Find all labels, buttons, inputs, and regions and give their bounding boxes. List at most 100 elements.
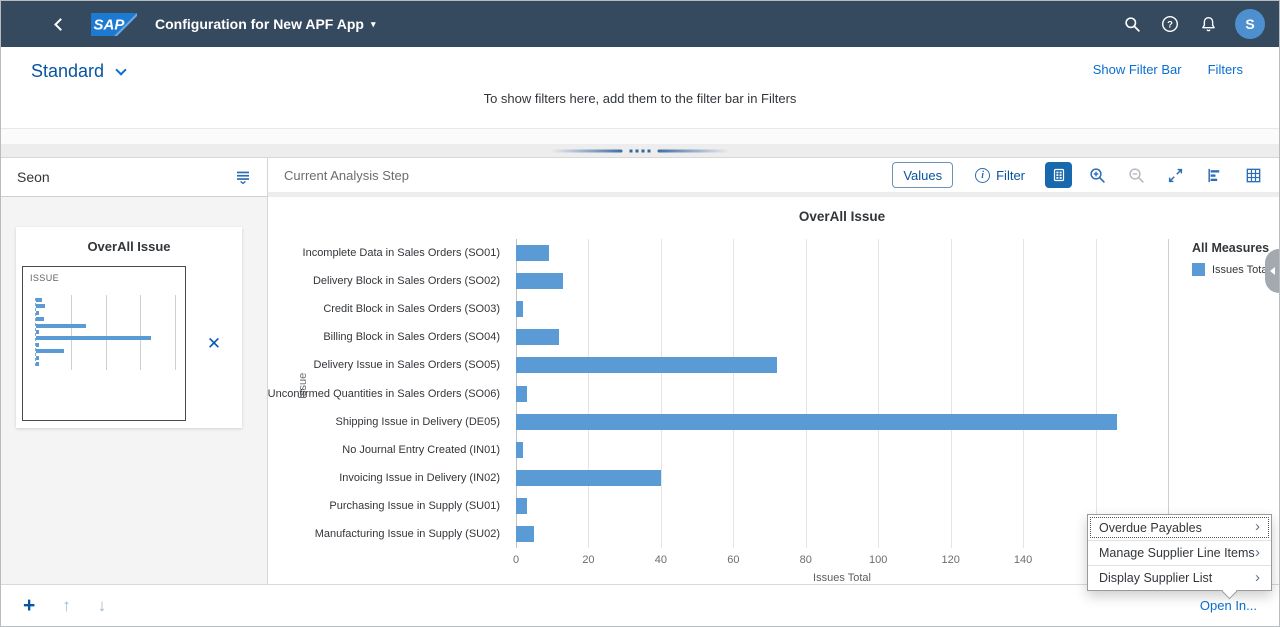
chevron-right-icon: › <box>1255 568 1260 586</box>
thumbnail-dimension-label: ISSUE <box>30 273 60 283</box>
values-button[interactable]: Values <box>892 162 954 188</box>
bar[interactable] <box>516 441 524 458</box>
search-button[interactable] <box>1115 7 1149 41</box>
plot-area <box>516 239 1169 548</box>
sap-logo[interactable]: SAP <box>91 12 137 36</box>
show-filter-bar-link[interactable]: Show Filter Bar <box>1092 62 1182 77</box>
analysis-toolbar-title: Current Analysis Step <box>284 167 410 183</box>
category-label: Incomplete Data in Sales Orders (SO01) <box>302 247 500 260</box>
bar[interactable] <box>516 301 524 318</box>
zoom-in-icon <box>1090 167 1105 183</box>
variant-bar: Standard Show Filter Bar Filters To show… <box>1 47 1279 129</box>
filter-info-button[interactable]: i Filter <box>975 167 1025 183</box>
bar[interactable] <box>516 245 549 262</box>
filter-hint-text: To show filters here, add them to the fi… <box>483 91 797 106</box>
x-axis-title: Issues Total <box>813 572 871 584</box>
fullscreen-icon <box>1168 168 1183 182</box>
chevron-down-icon: ▾ <box>370 18 376 29</box>
chevron-right-icon: › <box>1255 543 1260 561</box>
user-avatar[interactable]: S <box>1235 9 1265 39</box>
step-thumbnail[interactable]: ISSUE <box>22 266 186 421</box>
chevron-right-icon: › <box>1255 518 1260 535</box>
panel-expand-handle[interactable] <box>1265 249 1279 293</box>
legend-series-label: Issues Total <box>1212 263 1270 276</box>
zoom-out-button <box>1123 162 1150 188</box>
move-step-down-button[interactable]: ↓ <box>97 596 107 615</box>
zoom-in-button[interactable] <box>1084 162 1111 188</box>
move-step-up-button[interactable]: ↑ <box>62 596 71 615</box>
notifications-button[interactable] <box>1191 7 1225 41</box>
back-button[interactable] <box>43 7 77 41</box>
filters-link[interactable]: Filters <box>1207 62 1243 77</box>
filter-label: Filter <box>996 167 1025 183</box>
grip-dots-icon <box>629 149 651 152</box>
help-button[interactable]: ? <box>1153 7 1187 41</box>
path-title: Seon <box>17 169 50 185</box>
path-panel-header: Seon <box>1 158 267 197</box>
legend-title: All Measures <box>1192 241 1270 255</box>
menu-item[interactable]: Manage Supplier Line Items › <box>1088 540 1271 565</box>
category-label: Invoicing Issue in Delivery (IN02) <box>339 471 500 484</box>
category-label: Delivery Block in Sales Orders (SO02) <box>312 275 500 288</box>
info-icon: i <box>975 167 991 183</box>
open-in-link[interactable]: Open In... <box>1199 598 1257 613</box>
bar[interactable] <box>516 273 564 290</box>
table-view-button[interactable] <box>1240 162 1267 188</box>
chevron-left-icon <box>1269 267 1275 275</box>
zoom-out-icon <box>1129 167 1144 183</box>
category-label: Billing Block in Sales Orders (SO04) <box>323 331 500 344</box>
category-label: Credit Block in Sales Orders (SO03) <box>323 303 500 316</box>
splitter-handle[interactable] <box>550 149 730 152</box>
chevron-left-icon <box>53 17 67 31</box>
bar[interactable] <box>516 413 1118 430</box>
category-label: Delivery Issue in Sales Orders (SO05) <box>313 359 500 372</box>
legend-toggle-icon <box>1053 168 1064 182</box>
bell-icon <box>1201 16 1215 31</box>
splitter-strip <box>1 129 1279 158</box>
chart-legend: All Measures Issues Total <box>1192 241 1270 276</box>
analysis-toolbar: Current Analysis Step Values i Filter <box>268 158 1279 197</box>
avatar-initial: S <box>1245 16 1255 32</box>
mini-bars <box>35 295 176 370</box>
fullscreen-button[interactable] <box>1162 162 1189 188</box>
x-ticks: 0 20 40 60 80 100 120 140 <box>512 554 1033 566</box>
category-label: No Journal Entry Created (IN01) <box>342 443 500 456</box>
bar[interactable] <box>516 497 527 514</box>
remove-step-button[interactable]: ✕ <box>206 333 222 353</box>
bar[interactable] <box>516 329 560 346</box>
add-step-button[interactable]: + <box>23 594 36 617</box>
search-icon <box>1124 16 1140 32</box>
category-label: Manufacturing Issue in Supply (SU02) <box>314 527 500 540</box>
svg-text:?: ? <box>1167 20 1173 31</box>
bar[interactable] <box>516 385 527 402</box>
legend-swatch <box>1192 263 1205 276</box>
variant-title: Standard <box>31 61 105 81</box>
bar[interactable] <box>516 357 777 374</box>
open-in-menu: Overdue Payables › Manage Supplier Line It… <box>1087 514 1272 599</box>
path-panel-body: OverAll Issue ISSUE ✕ <box>1 197 267 428</box>
bar[interactable] <box>516 469 661 486</box>
table-view-icon <box>1246 168 1261 182</box>
help-icon: ? <box>1161 15 1179 33</box>
svg-text:SAP: SAP <box>94 16 126 33</box>
chart-type-button[interactable] <box>1201 162 1228 188</box>
bar[interactable] <box>516 525 535 542</box>
filter-lines-icon <box>237 171 249 185</box>
chart-title: OverAll Issue <box>798 209 886 224</box>
menu-item[interactable]: Display Supplier List › <box>1088 565 1271 590</box>
legend-item[interactable]: Issues Total <box>1192 263 1270 276</box>
variant-selector[interactable]: Standard <box>31 61 127 82</box>
app-title-menu[interactable]: Configuration for New APF App ▾ <box>155 16 375 32</box>
chevron-down-icon <box>115 63 127 76</box>
menu-item[interactable]: Overdue Payables › <box>1088 515 1271 540</box>
path-filter-button[interactable] <box>235 169 251 185</box>
plot-bars <box>516 239 1168 548</box>
category-label: Shipping Issue in Delivery (DE05) <box>335 415 500 428</box>
category-label: Purchasing Issue in Supply (SU01) <box>329 499 500 512</box>
step-card-title: OverAll Issue <box>87 239 171 254</box>
legend-toggle-button[interactable] <box>1045 162 1072 188</box>
analysis-step-card[interactable]: OverAll Issue ISSUE ✕ <box>16 227 242 428</box>
analysis-path-panel: Seon OverAll Issue ISSUE ✕ <box>1 158 268 584</box>
footer-toolbar: + ↑ ↓ Open In... <box>1 584 1279 626</box>
